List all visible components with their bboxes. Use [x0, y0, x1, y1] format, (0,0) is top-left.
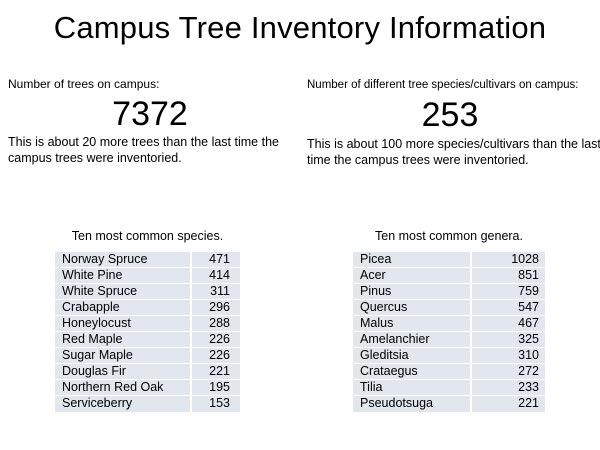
table-row: Northern Red Oak 195 — [55, 380, 240, 396]
species-count: 414 — [190, 268, 240, 283]
species-name: Norway Spruce — [62, 252, 148, 266]
species-count: 288 — [190, 316, 240, 331]
table-row: Amelanchier 325 — [353, 332, 545, 348]
species-table: Norway Spruce 471 White Pine 414 White Spr… — [55, 252, 240, 412]
species-count: 296 — [190, 300, 240, 315]
species-name: Northern Red Oak — [62, 380, 164, 394]
genus-name: Acer — [360, 268, 386, 282]
table-row: Quercus 547 — [353, 300, 545, 316]
species-name: Serviceberry — [62, 396, 133, 410]
species-name: White Spruce — [62, 284, 138, 298]
species-name: Crabapple — [62, 300, 120, 314]
species-count-note: This is about 100 more species/cultivars… — [307, 136, 600, 168]
genus-count: 467 — [470, 316, 545, 331]
species-count-value: 253 — [421, 96, 479, 134]
species-count: 226 — [190, 348, 240, 363]
table-row: Serviceberry 153 — [55, 396, 240, 412]
genus-count: 547 — [470, 300, 545, 315]
genus-name: Picea — [360, 252, 392, 266]
species-table-caption: Ten most common species. — [71, 229, 224, 243]
genus-name: Gleditsia — [360, 348, 409, 362]
species-count: 195 — [190, 380, 240, 395]
table-row: Malus 467 — [353, 316, 545, 332]
table-row: Pinus 759 — [353, 284, 545, 300]
genus-count: 221 — [470, 396, 545, 412]
genus-count: 272 — [470, 364, 545, 379]
species-count: 221 — [190, 364, 240, 379]
genus-name: Malus — [360, 316, 394, 330]
table-row: Tilia 233 — [353, 380, 545, 396]
tree-count-note: This is about 20 more trees than the las… — [8, 134, 279, 166]
table-row: Douglas Fir 221 — [55, 364, 240, 380]
genus-name: Quercus — [360, 300, 408, 314]
species-name: Sugar Maple — [62, 348, 133, 362]
table-row: Red Maple 226 — [55, 332, 240, 348]
species-count: 226 — [190, 332, 240, 347]
species-count: 311 — [190, 284, 240, 299]
genus-count: 325 — [470, 332, 545, 347]
genus-name: Pseudotsuga — [360, 396, 433, 410]
slide-title: Campus Tree Inventory Information — [53, 10, 547, 45]
table-row: Crataegus 272 — [353, 364, 545, 380]
table-row: Gleditsia 310 — [353, 348, 545, 364]
table-row: Sugar Maple 226 — [55, 348, 240, 364]
genus-name: Crataegus — [360, 364, 418, 378]
table-row: Norway Spruce 471 — [55, 252, 240, 268]
table-row: Honeylocust 288 — [55, 316, 240, 332]
tree-count-value: 7372 — [112, 95, 188, 133]
species-name: Honeylocust — [62, 316, 131, 330]
genus-count: 233 — [470, 380, 545, 395]
genus-name: Amelanchier — [360, 332, 430, 346]
table-row: Crabapple 296 — [55, 300, 240, 316]
tree-count-note-line1: This is about 20 more trees than the las… — [8, 135, 279, 149]
table-row: Acer 851 — [353, 268, 545, 284]
species-name: Douglas Fir — [62, 364, 126, 378]
genera-table: Picea 1028 Acer 851 Pinus 759 Quercus 547 Ma… — [353, 252, 545, 412]
genus-count: 851 — [470, 268, 545, 283]
tree-count-label: Number of trees on campus: — [8, 77, 160, 91]
genus-count: 759 — [470, 284, 545, 299]
species-name: Red Maple — [62, 332, 123, 346]
species-count-note-line1: This is about 100 more species/cultivars… — [307, 137, 600, 151]
genus-name: Tilia — [360, 380, 383, 394]
species-count: 153 — [190, 396, 240, 412]
species-count-label: Number of different tree species/cultiva… — [307, 79, 579, 91]
genera-table-caption: Ten most common genera. — [375, 229, 523, 243]
genus-name: Pinus — [360, 284, 392, 298]
genus-count: 1028 — [470, 252, 545, 267]
table-row: White Spruce 311 — [55, 284, 240, 300]
tree-count-note-line2: campus trees were inventoried. — [8, 151, 182, 165]
species-name: White Pine — [62, 268, 123, 282]
species-count-note-line2: time the campus trees were inventoried. — [307, 153, 529, 167]
species-count: 471 — [190, 252, 240, 267]
table-row: Picea 1028 — [353, 252, 545, 268]
genus-count: 310 — [470, 348, 545, 363]
table-row: Pseudotsuga 221 — [353, 396, 545, 412]
table-row: White Pine 414 — [55, 268, 240, 284]
